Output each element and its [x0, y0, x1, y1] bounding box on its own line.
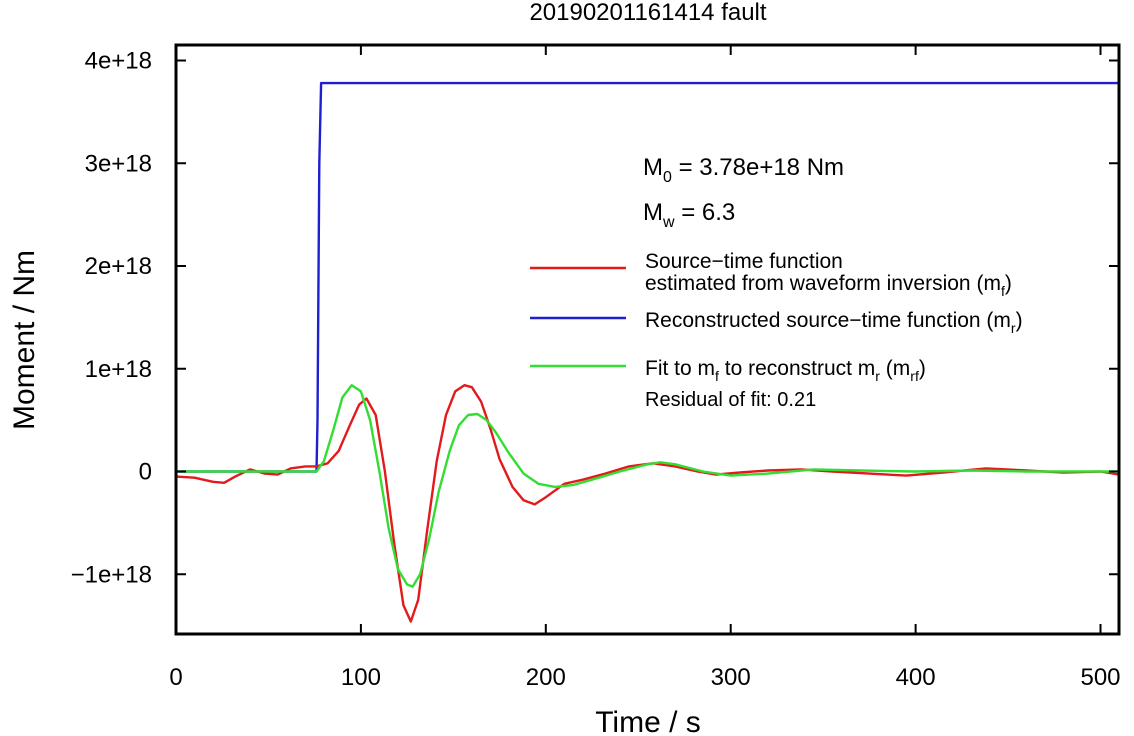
legend-label-1: Source−time function [645, 250, 843, 273]
moment-annotation: M0 = 3.78e+18 Nm [643, 154, 844, 186]
plot-frame [174, 43, 1121, 636]
magnitude-annotation: Mw = 6.3 [643, 199, 735, 231]
y-axis-label: Moment / Nm [8, 250, 41, 430]
y-tick-label: −1e+18 [71, 561, 152, 588]
series-line-3 [176, 384, 1119, 588]
legend-label-3: Fit to mf to reconstruct mr (mrf) [645, 357, 926, 384]
x-tick-label: 100 [341, 664, 381, 691]
chart-title: 20190201161414 fault [529, 0, 766, 26]
x-tick-label: 200 [526, 664, 566, 691]
legend-label-2: Reconstructed source−time function (mr) [645, 309, 1023, 336]
curves [175, 81, 1120, 623]
x-axis-ticks: 0 100 200 300 400 500 [169, 45, 1121, 691]
x-tick-label: 300 [711, 664, 751, 691]
x-tick-label: 500 [1080, 664, 1120, 691]
residual-annotation: Residual of fit: 0.21 [645, 389, 816, 411]
y-axis-ticks: −1e+18 0 1e+18 2e+18 3e+18 4e+18 [71, 48, 1119, 588]
y-tick-label: 4e+18 [85, 48, 152, 75]
y-tick-label: 2e+18 [85, 253, 152, 280]
y-tick-label: 1e+18 [85, 356, 152, 383]
y-tick-label: 3e+18 [85, 150, 152, 177]
x-tick-label: 0 [169, 664, 182, 691]
x-axis-label: Time / s [595, 706, 701, 736]
annotations: M0 = 3.78e+18 Nm Mw = 6.3 Residual of fit:… [643, 154, 844, 411]
y-tick-label: 0 [139, 459, 152, 486]
x-tick-label: 400 [896, 664, 936, 691]
legend-label-1: estimated from waveform inversion (mf) [645, 272, 1012, 299]
